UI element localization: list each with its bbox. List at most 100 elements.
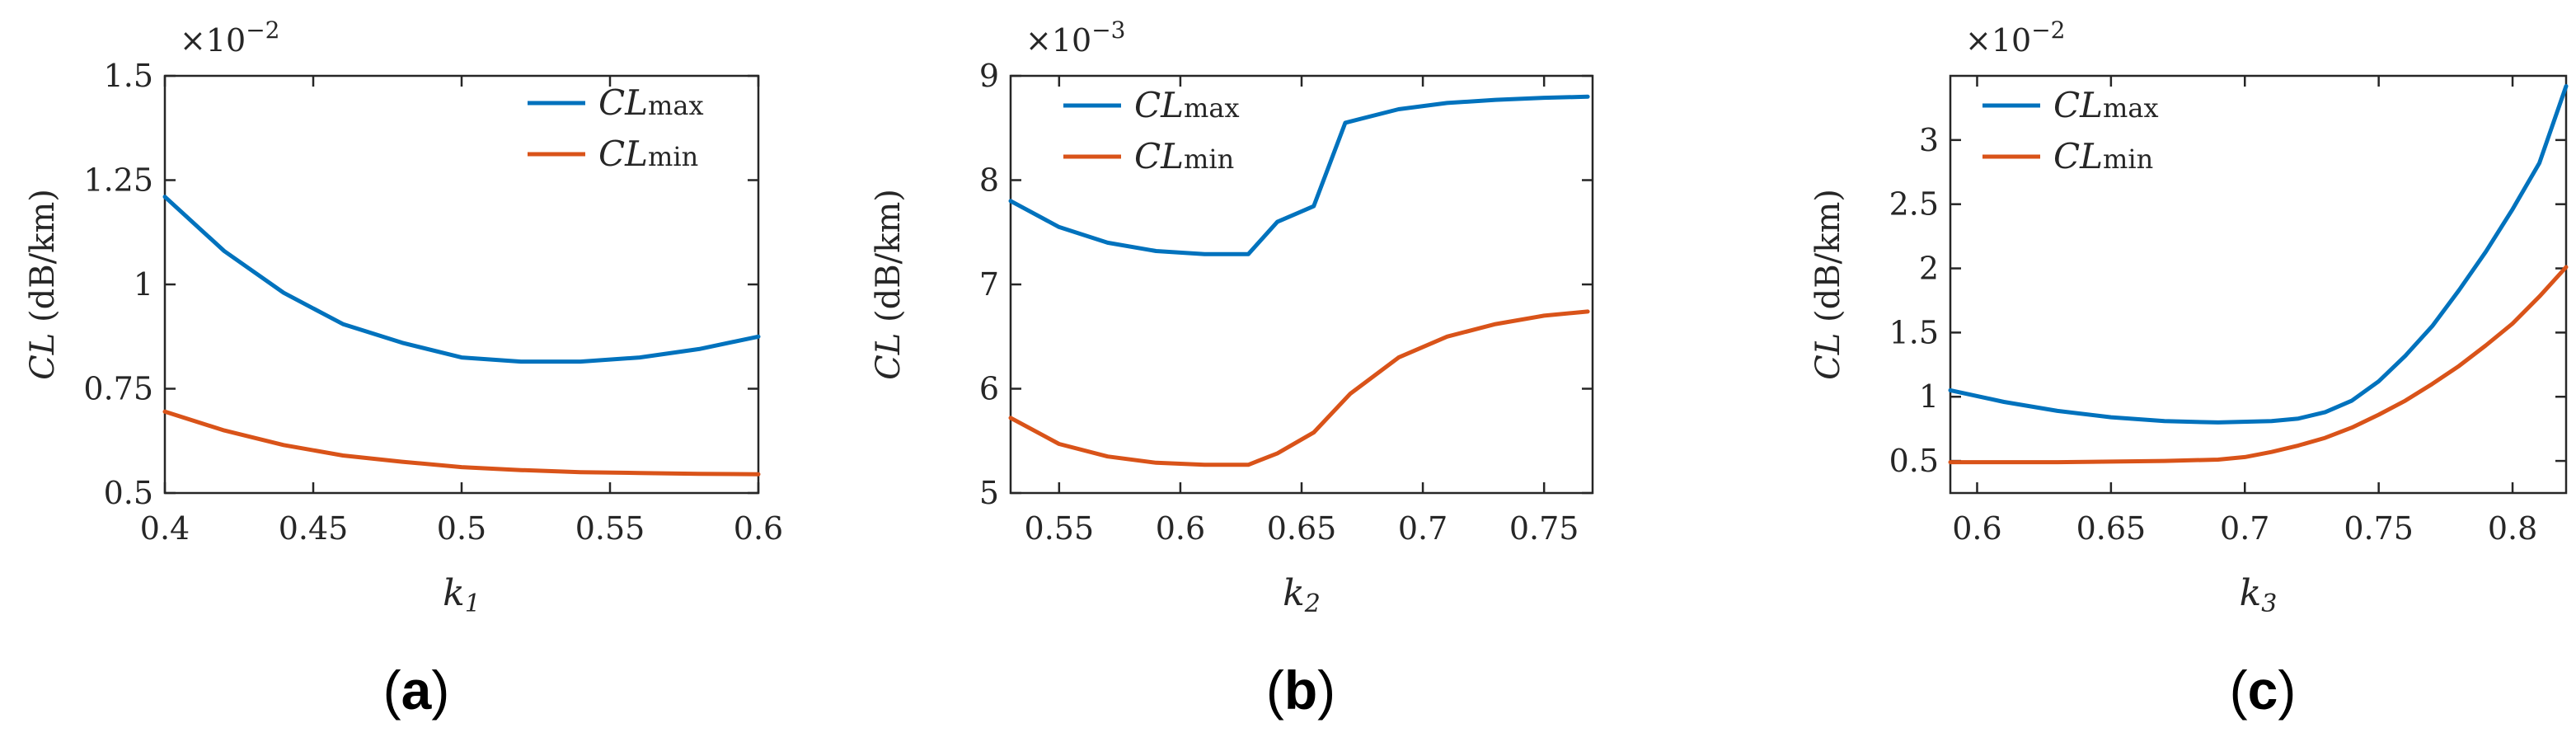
- legend-label-italic: CL: [2053, 85, 2103, 125]
- y-tick-label: 3: [1919, 122, 1939, 158]
- x-tick-label: 0.65: [2076, 510, 2147, 547]
- legend-label-CLmax: CLmax: [2053, 85, 2159, 125]
- x-tick-label: 0.7: [2220, 510, 2269, 547]
- x-tick-label: 0.65: [1267, 510, 1337, 547]
- y-tick-label: 7: [979, 266, 999, 303]
- legend-label-sub: max: [648, 90, 703, 121]
- panel-label-letter: c: [2248, 660, 2278, 721]
- y-label-units: (dB/km): [870, 189, 908, 333]
- panel-label-open: (: [383, 660, 401, 721]
- panel-label: (b): [1266, 660, 1335, 721]
- y-axis-label: CL (dB/km): [1809, 189, 1847, 380]
- legend-label-sub: min: [1184, 143, 1234, 175]
- axis-multiplier: ×10−2: [1965, 16, 2065, 59]
- x-label-subscript: 1: [465, 589, 481, 618]
- y-tick-label: 6: [979, 371, 999, 407]
- y-label-italic: CL: [24, 333, 62, 380]
- legend-label-CLmax: CLmax: [598, 82, 704, 123]
- legend-label-italic: CL: [1134, 85, 1184, 125]
- y-tick-label: 8: [979, 162, 999, 199]
- y-label-italic: CL: [1809, 333, 1847, 380]
- y-tick-label: 9: [979, 58, 999, 94]
- legend-label-italic: CL: [598, 82, 648, 123]
- axis-multiplier: ×10−3: [1025, 16, 1125, 59]
- x-tick-label: 0.55: [1025, 510, 1095, 547]
- x-axis-label: k2: [1283, 572, 1321, 618]
- y-label-italic: CL: [870, 333, 908, 380]
- panel-label-open: (: [1266, 660, 1284, 721]
- x-tick-label: 0.75: [1509, 510, 1579, 547]
- y-label-units: (dB/km): [1809, 189, 1847, 333]
- y-tick-label: 0.75: [83, 371, 153, 407]
- legend-label-CLmin: CLmin: [598, 134, 698, 174]
- panel-label-letter: a: [401, 660, 433, 721]
- legend-label-CLmin: CLmin: [2053, 136, 2153, 176]
- x-tick-label: 0.5: [437, 510, 486, 547]
- series-line-CLmax: [1948, 84, 2569, 425]
- x-tick-label: 0.8: [2488, 510, 2537, 547]
- x-tick-label: 0.6: [1156, 510, 1205, 547]
- chart-panel-c: 0.6 0.65 0.7 0.75 0.8 0.5 1 1.5 2 2.5 3 ×10−2 CL (dB…: [1809, 16, 2569, 721]
- y-tick-label: 1.5: [104, 58, 153, 94]
- y-tick-label: 5: [979, 475, 999, 511]
- legend-label-sub: min: [648, 141, 698, 172]
- legend-label-sub: max: [1184, 92, 1239, 124]
- x-tick-label: 0.7: [1398, 510, 1448, 547]
- multiplier-base: ×10: [1965, 22, 2031, 59]
- plot-frame: [163, 74, 760, 495]
- y-axis-label: CL (dB/km): [870, 189, 908, 380]
- x-label-base: k: [2240, 572, 2262, 614]
- panel-label-close: ): [431, 660, 449, 721]
- legend-label-italic: CL: [1134, 136, 1184, 176]
- panel-label-open: (: [2230, 660, 2248, 721]
- panel-label-close: ): [1317, 660, 1335, 721]
- panel-label-letter: b: [1284, 660, 1317, 721]
- axis-multiplier: ×10−2: [180, 16, 279, 59]
- x-axis-label: k3: [2240, 572, 2278, 618]
- x-tick-label: 0.6: [734, 510, 783, 547]
- y-axis-label: CL (dB/km): [24, 189, 62, 380]
- x-tick-label: 0.6: [1952, 510, 2001, 547]
- legend-label-sub: max: [2103, 92, 2158, 124]
- plot-frame: [1009, 74, 1594, 495]
- plot-frame: [1949, 74, 2568, 495]
- x-label-subscript: 2: [1304, 589, 1321, 618]
- y-tick-label: 1: [134, 266, 153, 303]
- x-tick-label: 0.4: [140, 510, 190, 547]
- series-line-CLmax: [1008, 94, 1590, 256]
- x-tick-label: 0.45: [279, 510, 349, 547]
- x-label-base: k: [443, 572, 465, 614]
- series-line-CLmin: [1008, 309, 1590, 467]
- legend-label-sub: min: [2103, 143, 2153, 175]
- panel-label-close: ): [2278, 660, 2296, 721]
- legend-label-italic: CL: [2053, 136, 2103, 176]
- legend-label-italic: CL: [598, 134, 648, 174]
- chart-panel-a: 0.4 0.45 0.5 0.55 0.6 0.5 0.75 1 1.25 1.5 ×10−2 CL …: [24, 16, 783, 721]
- multiplier-exponent: −3: [1091, 16, 1125, 44]
- series-line-CLmax: [162, 195, 761, 364]
- multiplier-exponent: −2: [246, 16, 279, 44]
- series-line-CLmin: [162, 409, 761, 477]
- legend-label-CLmin: CLmin: [1134, 136, 1234, 176]
- y-tick-label: 2.5: [1889, 186, 1939, 223]
- x-tick-label: 0.75: [2344, 510, 2414, 547]
- x-axis-label: k1: [443, 572, 481, 618]
- multiplier-base: ×10: [1025, 22, 1091, 59]
- panel-label: (a): [383, 660, 450, 721]
- y-tick-label: 1: [1919, 378, 1939, 415]
- legend-label-CLmax: CLmax: [1134, 85, 1240, 125]
- y-tick-label: 0.5: [1889, 443, 1939, 479]
- panel-label: (c): [2230, 660, 2297, 721]
- y-tick-label: 0.5: [104, 475, 153, 511]
- multiplier-base: ×10: [180, 22, 246, 59]
- multiplier-exponent: −2: [2031, 16, 2065, 44]
- y-tick-label: 1.5: [1889, 314, 1939, 350]
- series-line-CLmin: [1948, 265, 2569, 465]
- x-label-base: k: [1283, 572, 1305, 614]
- y-label-units: (dB/km): [24, 189, 62, 333]
